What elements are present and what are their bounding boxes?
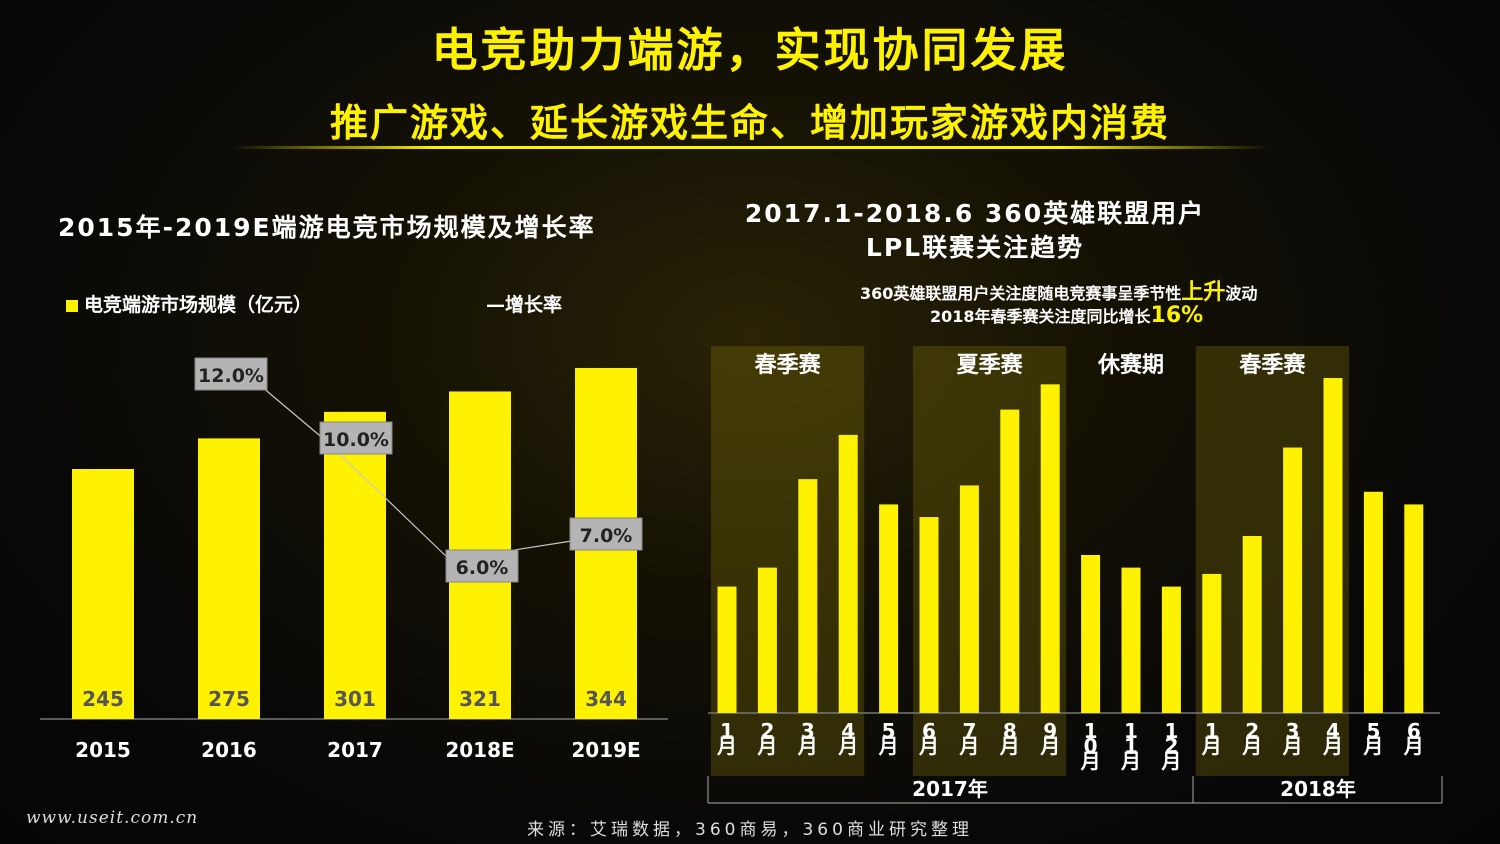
legend-bar: 电竞端游市场规模（亿元） [66,290,312,317]
growth-label-box [319,421,393,455]
left-bar-value-label: 301 [334,687,376,711]
left-bar [72,469,134,719]
right-bar [1404,504,1424,713]
growth-label-box [445,549,519,583]
season-label: 春季赛 [755,352,822,378]
year-label: 2017年 [912,777,988,801]
right-bar [717,586,737,713]
right-bar [879,504,899,713]
season-label: 休赛期 [1097,352,1164,378]
left-x-tick-label: 2016 [201,738,257,762]
left-x-tick-label: 2019E [571,738,640,762]
growth-value-label: 7.0% [580,525,633,547]
growth-value-label: 10.0% [323,429,389,451]
growth-line-segment [261,386,326,441]
season-label: 夏季赛 [957,352,1024,378]
right-bar [1121,567,1141,713]
right-bar [1161,586,1181,713]
growth-line-segment [324,439,451,561]
growth-value-label: 12.0% [198,365,264,387]
right-bar [959,485,979,713]
left-bar-value-label: 275 [208,687,250,711]
left-x-tick-label: 2017 [327,738,383,762]
right-chart-title-line2: LPL联赛关注趋势 [865,233,1085,262]
note1-tail: 波动 [1225,284,1258,303]
growth-value-label: 6.0% [456,557,509,579]
watermark: www.useit.com.cn [26,808,199,828]
season-band [913,346,1067,776]
source-note: 来源：艾瑞数据，360商易，360商业研究整理 [527,820,973,840]
note1-highlight: 上升 [1181,280,1226,305]
right-bar [1040,384,1060,713]
note1-text: 360英雄联盟用户关注度随电竞赛事呈季节性 [860,284,1182,303]
legend-swatch [66,299,78,312]
right-bar [1283,447,1303,713]
right-bar [1202,573,1222,713]
legend-line: —增长率 [486,294,563,316]
growth-label-box [194,357,268,391]
right-bar [798,479,818,713]
title-underline [230,146,1270,149]
note2-text: 2018年春季赛关注度同比增长 [930,307,1151,326]
right-bar [919,517,939,713]
left-bar [198,438,260,719]
season-band [711,346,865,776]
season-label: 春季赛 [1239,352,1306,378]
year-label: 2018年 [1280,777,1356,801]
page-subtitle: 推广游戏、延长游戏生命、增加玩家游戏内消费 [329,101,1170,145]
left-x-tick-label: 2015 [75,738,131,762]
right-bar [1081,554,1101,713]
right-bar [1323,378,1343,713]
right-chart-note1: 360英雄联盟用户关注度随电竞赛事呈季节性上升波动 [700,274,1450,306]
left-x-tick-label: 2018E [445,738,514,762]
note2-highlight: 16% [1150,303,1204,328]
season-band [1195,346,1349,776]
right-chart-title-line1: 2017.1-2018.6 360英雄联盟用户 [744,199,1206,228]
right-bar [757,567,777,713]
left-chart-title: 2015年-2019E端游电竞市场规模及增长率 [58,213,596,242]
legend-bar-label: 电竞端游市场规模（亿元） [84,294,313,316]
right-bar [1000,409,1020,713]
left-bar-value-label: 344 [585,687,627,711]
right-bar [1363,491,1383,713]
growth-label-box [569,517,643,551]
right-bar [1242,536,1262,713]
right-chart-note2: 2018年春季赛关注度同比增长16% [700,303,1450,328]
left-bar [324,411,386,719]
page-title: 电竞助力端游，实现协同发展 [431,23,1069,77]
right-bar [838,434,858,713]
left-bar-value-label: 321 [459,687,501,711]
left-bar-value-label: 245 [82,687,124,711]
